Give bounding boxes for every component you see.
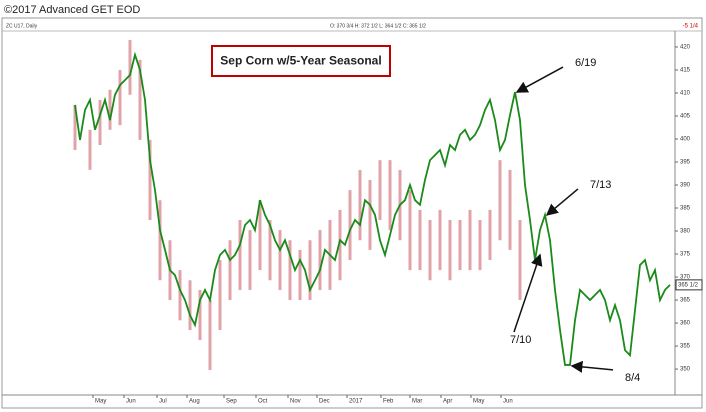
annotation-label: 8/4	[625, 372, 640, 384]
y-tick-label: 410	[680, 91, 691, 97]
seasonal-line	[74, 51, 671, 366]
x-tick-label: Apr	[443, 399, 452, 405]
annotation-arrow	[570, 360, 614, 373]
x-tick-label: Mar	[412, 399, 422, 405]
x-tick-label: 2017	[349, 399, 363, 405]
symbol: ZC U17, Daily	[6, 23, 38, 29]
ohlc: O: 370 3/4 H: 372 1/2 L: 364 1/2 C: 365 …	[330, 23, 426, 29]
x-tick-label: Oct	[258, 399, 268, 405]
y-tick-label: 380	[680, 229, 691, 235]
x-tick-label: Dec	[319, 399, 330, 405]
x-tick-label: Nov	[290, 399, 301, 405]
annotation-arrow	[545, 188, 579, 216]
annotation-arrow	[515, 66, 564, 93]
y-tick-label: 375	[680, 252, 691, 258]
x-tick-label: Jun	[126, 399, 136, 405]
annotation-label: 7/10	[510, 334, 531, 346]
x-tick-label: Feb	[383, 399, 394, 405]
app-title: ©2017 Advanced GET EOD	[4, 4, 140, 16]
x-tick-label: Jun	[503, 399, 513, 405]
y-tick-label: 365	[680, 298, 691, 304]
x-tick-label: Aug	[189, 399, 200, 405]
change: -5 1/4	[683, 24, 699, 30]
y-tick-label: 415	[680, 68, 691, 74]
x-tick-label: May	[473, 399, 484, 405]
x-tick-label: May	[95, 399, 106, 405]
y-tick-label: 390	[680, 183, 691, 189]
y-tick-label: 370	[680, 275, 691, 281]
annotation-label: 7/13	[590, 179, 611, 191]
y-tick-label: 350	[680, 367, 691, 373]
y-tick-label: 400	[680, 137, 691, 143]
frame	[1, 17, 703, 409]
last-price: 365 1/2	[678, 282, 699, 288]
annotation-arrow	[513, 253, 543, 333]
y-tick-label: 420	[680, 45, 691, 51]
y-tick-label: 385	[680, 206, 691, 212]
x-tick-label: Sep	[226, 399, 237, 405]
y-tick-label: 360	[680, 321, 691, 327]
annotation-label: 6/19	[575, 57, 596, 69]
chart-title: Sep Corn w/5-Year Seasonal	[220, 54, 381, 68]
y-tick-label: 405	[680, 114, 691, 120]
y-tick-label: 355	[680, 344, 691, 350]
y-tick-label: 395	[680, 160, 691, 166]
title-box	[211, 45, 391, 77]
x-tick-label: Jul	[159, 399, 167, 405]
last-price-box	[675, 279, 703, 291]
